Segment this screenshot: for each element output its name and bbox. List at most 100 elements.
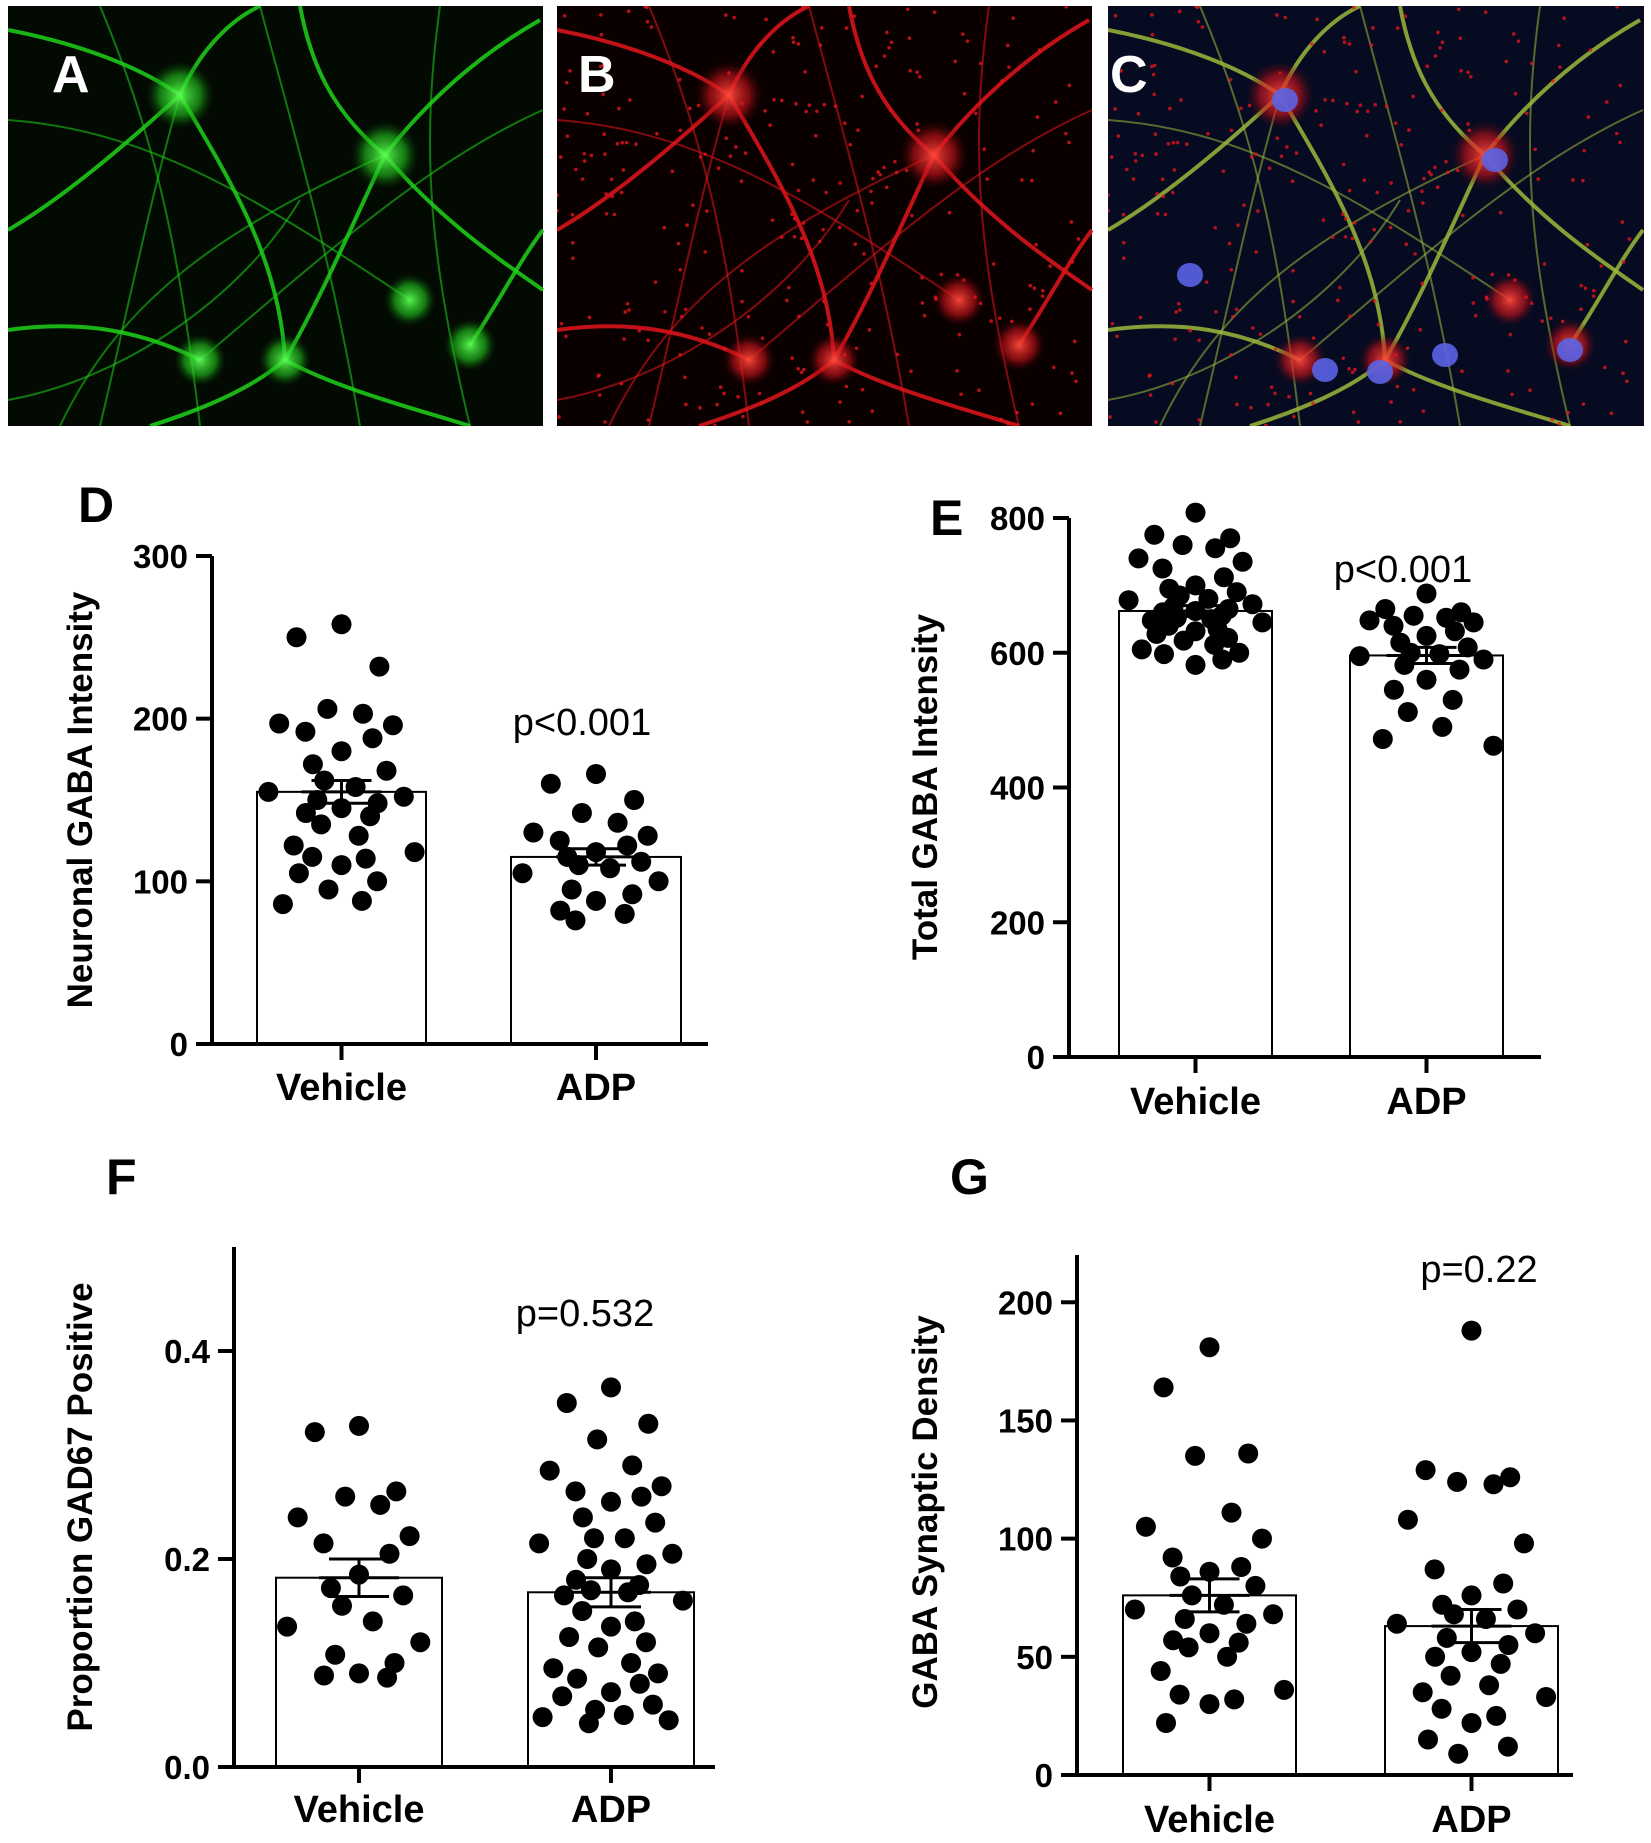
data-point: [369, 656, 390, 677]
puncta: [1070, 260, 1075, 264]
puncta: [1566, 410, 1570, 415]
puncta: [801, 221, 806, 225]
puncta: [770, 218, 775, 222]
puncta: [822, 102, 827, 107]
puncta: [627, 308, 631, 312]
data-point: [556, 1393, 577, 1413]
data-point: [586, 764, 606, 784]
puncta: [1311, 336, 1316, 340]
data-point: [1169, 1684, 1190, 1705]
puncta: [1150, 32, 1155, 37]
puncta: [1369, 239, 1373, 244]
puncta: [792, 234, 797, 239]
data-point: [302, 754, 323, 775]
data-point: [552, 1686, 573, 1707]
puncta: [1516, 39, 1521, 43]
puncta: [796, 42, 801, 46]
puncta: [973, 295, 977, 299]
puncta: [1439, 108, 1444, 112]
micrograph-c-neurites: [1108, 6, 1644, 426]
y-tick-label: 0.0: [164, 1749, 210, 1786]
data-point: [1263, 1604, 1284, 1625]
puncta: [1471, 275, 1475, 280]
y-tick-label: 0: [1035, 1757, 1053, 1794]
puncta: [619, 190, 624, 195]
puncta: [1585, 242, 1590, 247]
puncta: [628, 98, 632, 102]
p-value-annotation: p<0.001: [1334, 549, 1472, 591]
data-point: [1448, 1743, 1469, 1764]
puncta: [882, 54, 887, 58]
data-point: [1475, 1609, 1496, 1629]
data-point: [621, 1653, 642, 1673]
puncta: [1028, 307, 1032, 311]
data-point: [287, 1507, 308, 1528]
puncta: [818, 43, 823, 47]
puncta: [582, 151, 587, 156]
nucleus: [1482, 148, 1508, 172]
puncta: [568, 69, 572, 73]
puncta: [1040, 294, 1045, 298]
puncta: [1242, 203, 1246, 207]
puncta: [1413, 252, 1417, 256]
puncta: [797, 314, 801, 319]
puncta: [1506, 273, 1511, 277]
puncta: [985, 177, 990, 181]
puncta: [582, 159, 587, 163]
data-point: [349, 1415, 369, 1436]
puncta: [1230, 314, 1235, 319]
puncta: [1372, 227, 1377, 232]
puncta: [1292, 414, 1296, 419]
puncta: [760, 401, 764, 406]
puncta: [1356, 420, 1361, 424]
puncta: [800, 410, 805, 414]
panel-letter-a: A: [52, 46, 90, 104]
puncta: [874, 64, 879, 69]
data-point: [320, 1578, 341, 1599]
puncta: [740, 101, 744, 106]
data-point: [638, 1413, 659, 1434]
data-point: [601, 1491, 621, 1512]
puncta: [856, 128, 860, 132]
puncta: [1133, 151, 1138, 156]
puncta: [1602, 365, 1607, 370]
puncta: [1221, 169, 1226, 174]
puncta: [1067, 140, 1071, 145]
data-point: [1156, 1713, 1176, 1733]
data-point: [631, 1486, 652, 1507]
puncta: [1508, 332, 1513, 337]
puncta: [1070, 371, 1074, 376]
puncta: [684, 402, 688, 407]
puncta: [723, 13, 728, 17]
puncta: [1177, 9, 1182, 14]
puncta: [1620, 220, 1625, 224]
puncta: [1119, 69, 1123, 73]
puncta: [678, 128, 683, 133]
puncta: [1398, 419, 1402, 424]
puncta: [1350, 236, 1355, 241]
puncta: [1407, 128, 1411, 132]
data-point: [1443, 1604, 1464, 1625]
data-point: [348, 825, 369, 846]
puncta: [982, 147, 987, 152]
puncta: [907, 36, 912, 40]
puncta: [1399, 142, 1404, 147]
data-point: [1274, 1679, 1295, 1700]
x-category-label: Vehicle: [1130, 1081, 1261, 1123]
chart-f: F 0.0 0.2 0.4 Vehicle ADP Proportion GAD67 Pos…: [61, 1149, 715, 1831]
puncta: [1373, 102, 1378, 107]
puncta: [1347, 42, 1352, 46]
puncta: [1256, 209, 1260, 213]
soma: [384, 274, 436, 326]
puncta: [939, 272, 944, 277]
puncta: [625, 301, 630, 306]
puncta: [1375, 190, 1379, 195]
puncta: [1251, 326, 1255, 330]
puncta: [991, 262, 996, 266]
data-point: [613, 1705, 634, 1725]
data-point: [317, 698, 338, 719]
puncta: [1274, 13, 1279, 17]
nucleus: [1177, 263, 1203, 287]
data-point: [295, 803, 316, 823]
puncta: [1506, 369, 1510, 373]
